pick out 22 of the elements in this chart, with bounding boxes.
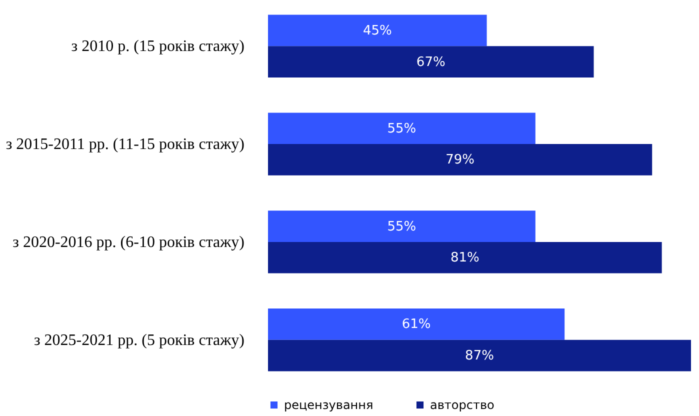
data-label: 55%	[387, 121, 416, 136]
data-label: 79%	[446, 152, 475, 168]
bar	[268, 144, 652, 176]
bar	[268, 46, 594, 78]
data-label: 61%	[402, 317, 431, 332]
legend-label: рецензування	[284, 398, 374, 412]
bar	[268, 340, 691, 372]
bar	[268, 112, 536, 144]
y-tick-label: з 2025-2021 рр. (5 років стажу)	[34, 332, 244, 349]
bar	[268, 210, 536, 242]
data-label: 87%	[465, 348, 494, 364]
y-tick-label: з 2015-2011 рр. (11-15 років стажу)	[6, 136, 244, 154]
data-label: 81%	[450, 250, 480, 266]
y-tick-label: з 2010 р. (15 років стажу)	[71, 38, 244, 56]
data-label: 55%	[387, 219, 416, 234]
bar	[268, 308, 565, 340]
legend-label: авторство	[430, 398, 494, 412]
data-label: 67%	[416, 54, 446, 70]
bar	[268, 242, 662, 274]
y-tick-label: з 2020-2016 рр. (6-10 років стажу)	[12, 234, 244, 251]
data-label: 45%	[362, 23, 392, 38]
bar	[268, 14, 487, 46]
